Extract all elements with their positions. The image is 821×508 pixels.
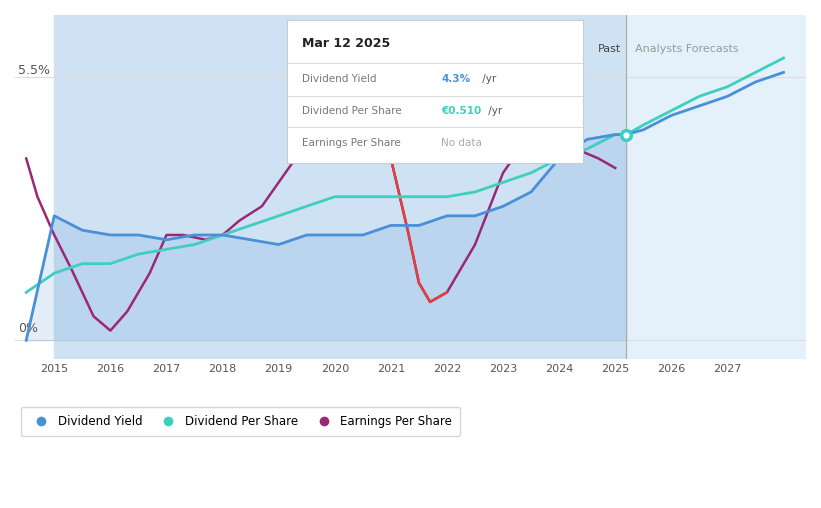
Text: Mar 12 2025: Mar 12 2025 xyxy=(302,38,390,50)
Bar xyxy=(626,15,806,359)
Text: 5.5%: 5.5% xyxy=(18,64,50,77)
Text: /yr: /yr xyxy=(479,74,497,84)
Bar xyxy=(54,15,626,359)
Text: No data: No data xyxy=(441,138,482,148)
Text: 0%: 0% xyxy=(18,323,38,335)
Text: Past: Past xyxy=(598,44,621,54)
Text: Analysts Forecasts: Analysts Forecasts xyxy=(635,44,739,54)
Text: Dividend Per Share: Dividend Per Share xyxy=(302,106,401,116)
Text: Dividend Yield: Dividend Yield xyxy=(302,74,377,84)
Text: 4.3%: 4.3% xyxy=(441,74,470,84)
Text: €0.510: €0.510 xyxy=(441,106,481,116)
Text: Earnings Per Share: Earnings Per Share xyxy=(302,138,401,148)
Legend: Dividend Yield, Dividend Per Share, Earnings Per Share: Dividend Yield, Dividend Per Share, Earn… xyxy=(21,406,461,436)
Text: /yr: /yr xyxy=(485,106,502,116)
